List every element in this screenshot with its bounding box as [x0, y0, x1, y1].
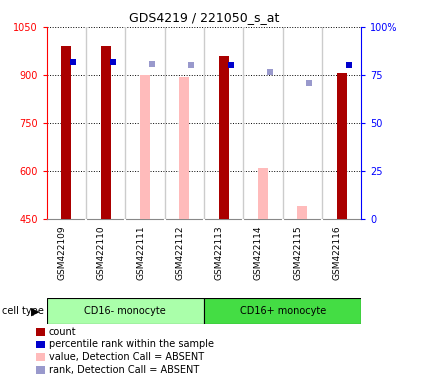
Bar [62, 46, 71, 219]
Text: rank, Detection Call = ABSENT: rank, Detection Call = ABSENT [49, 365, 199, 375]
Point [149, 61, 156, 67]
Text: CD16+ monocyte: CD16+ monocyte [240, 306, 326, 316]
Bar [47, 298, 204, 324]
Point [266, 69, 273, 75]
Point [227, 62, 234, 68]
Bar [101, 46, 110, 219]
Point [109, 59, 116, 65]
Bar [219, 56, 229, 219]
Point [70, 59, 77, 65]
Text: GSM422116: GSM422116 [333, 225, 342, 280]
Bar [298, 206, 307, 219]
Text: percentile rank within the sample: percentile rank within the sample [49, 339, 214, 349]
Bar [337, 73, 346, 219]
Text: GSM422111: GSM422111 [136, 225, 145, 280]
Text: GSM422115: GSM422115 [293, 225, 302, 280]
Text: value, Detection Call = ABSENT: value, Detection Call = ABSENT [49, 352, 204, 362]
Bar [258, 168, 268, 219]
Text: GSM422110: GSM422110 [97, 225, 106, 280]
Point [306, 79, 313, 86]
Text: GSM422114: GSM422114 [254, 225, 263, 280]
Bar [179, 77, 189, 219]
Text: count: count [49, 327, 76, 337]
Text: GSM422113: GSM422113 [215, 225, 224, 280]
Text: ▶: ▶ [31, 306, 40, 316]
Bar [140, 75, 150, 219]
Text: cell type: cell type [2, 306, 44, 316]
Title: GDS4219 / 221050_s_at: GDS4219 / 221050_s_at [129, 11, 279, 24]
Point [188, 62, 195, 68]
Bar [204, 298, 361, 324]
Point [345, 62, 352, 68]
Text: GSM422109: GSM422109 [57, 225, 66, 280]
Text: GSM422112: GSM422112 [176, 225, 184, 280]
Text: CD16- monocyte: CD16- monocyte [85, 306, 166, 316]
